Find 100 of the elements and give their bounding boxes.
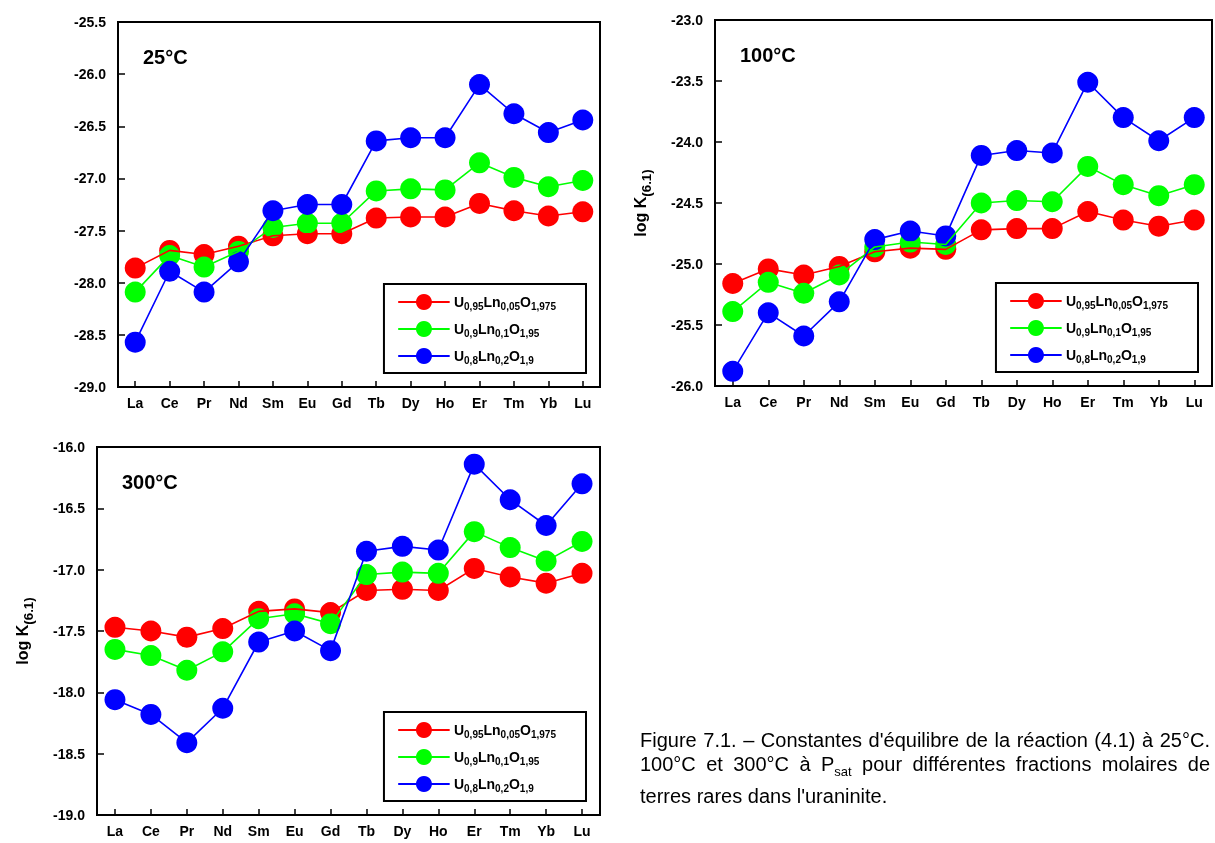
x-tick-label: Pr (196, 395, 213, 411)
x-tick-label: Lu (573, 823, 591, 839)
x-tick-label: La (106, 823, 124, 839)
y-tick-label: -25.5 (671, 317, 704, 333)
x-tick-label: Ho (428, 823, 448, 839)
y-tick-label: -18.0 (53, 684, 86, 701)
point (212, 641, 234, 663)
y-tick-label: -24.5 (671, 195, 704, 211)
point (104, 616, 126, 638)
point (1077, 201, 1099, 223)
y-tick-label: -27.5 (74, 222, 107, 239)
point (124, 257, 146, 279)
x-tick-label: Nd (213, 823, 233, 839)
point (722, 273, 744, 295)
point (1183, 209, 1205, 231)
x-tick-label: Yb (539, 395, 558, 411)
x-tick-label: Sm (863, 394, 886, 410)
x-tick-label: Tb (972, 394, 990, 410)
point (499, 489, 521, 511)
x-tick-label: Gd (320, 823, 341, 839)
y-tick-label: -16.5 (53, 500, 86, 517)
y-tick-label: -25.0 (671, 256, 704, 272)
point (320, 640, 342, 662)
y-tick-label: -25.5 (74, 14, 107, 30)
x-tick-label: Lu (1185, 394, 1203, 410)
point (499, 537, 521, 559)
x-tick-label: Tm (499, 823, 521, 839)
point (793, 282, 815, 304)
x-tick-label: Tb (357, 823, 376, 839)
point (571, 562, 593, 584)
point (1148, 215, 1170, 237)
text: 300°C (122, 471, 178, 493)
point (1112, 107, 1134, 129)
point (463, 521, 485, 543)
y-tick-label: -16.0 (53, 439, 86, 455)
point (1183, 107, 1205, 129)
y-tick-label: -17.5 (53, 623, 86, 639)
y-tick-label: -27.0 (74, 170, 107, 187)
x-tick-label: Sm (247, 823, 270, 839)
y-tick-label: -28.5 (74, 326, 107, 343)
x-tick-label: Er (472, 395, 488, 411)
point (757, 271, 779, 293)
point (469, 152, 490, 174)
x-tick-label: Nd (229, 395, 248, 411)
x-tick-label: Tm (503, 395, 525, 411)
x-tick-label: Gd (332, 395, 352, 411)
point (572, 201, 594, 223)
x-tick-label: Er (1080, 394, 1096, 410)
x-tick-label: Pr (179, 823, 195, 839)
x-tick-label: Gd (936, 394, 956, 410)
x-tick-label: Ce (759, 394, 778, 410)
point (124, 331, 146, 353)
y-tick-label: -26.0 (671, 378, 704, 394)
x-tick-label: Ho (1042, 394, 1062, 410)
point (1077, 71, 1099, 93)
text: 25°C (143, 46, 188, 68)
x-tick-label: Er (466, 823, 483, 839)
point (1183, 174, 1205, 196)
x-tick-label: La (127, 395, 144, 411)
x-tick-label: Ce (141, 823, 161, 839)
x-tick-label: Dy (1007, 394, 1026, 410)
x-tick-label: Dy (401, 395, 420, 411)
point (284, 620, 306, 642)
point (296, 194, 318, 215)
y-tick-label: -17.0 (53, 561, 86, 578)
point (469, 74, 490, 96)
point (124, 281, 146, 303)
x-tick-label: Nd (829, 394, 849, 410)
x-tick-label: Eu (285, 823, 304, 839)
point (427, 539, 449, 561)
y-tick-label: -29.0 (74, 379, 107, 395)
point (463, 557, 485, 579)
x-tick-label: Tm (1112, 394, 1134, 410)
point (1041, 218, 1063, 240)
point (970, 219, 992, 241)
x-tick-label: Eu (901, 394, 920, 410)
y-tick-label: -19.0 (53, 807, 86, 823)
point (535, 515, 557, 536)
y-tick-label: -18.5 (53, 745, 86, 762)
point (571, 473, 593, 495)
point (331, 194, 353, 215)
point (537, 205, 559, 227)
y-tick-label: -28.0 (74, 274, 107, 291)
point (140, 645, 162, 667)
x-tick-label: Tb (367, 395, 385, 411)
x-tick-label: Lu (574, 395, 592, 411)
point (722, 301, 744, 323)
point (1006, 218, 1028, 240)
x-tick-label: Dy (393, 823, 412, 839)
point (176, 732, 198, 754)
point (571, 530, 593, 552)
point (537, 176, 559, 198)
point (159, 260, 181, 282)
point (572, 109, 594, 131)
point (104, 689, 126, 711)
point (248, 631, 270, 653)
x-tick-label: Pr (796, 394, 812, 410)
y-tick-label: -23.0 (671, 12, 704, 28)
point (503, 166, 525, 188)
x-tick-label: Ce (160, 395, 179, 411)
